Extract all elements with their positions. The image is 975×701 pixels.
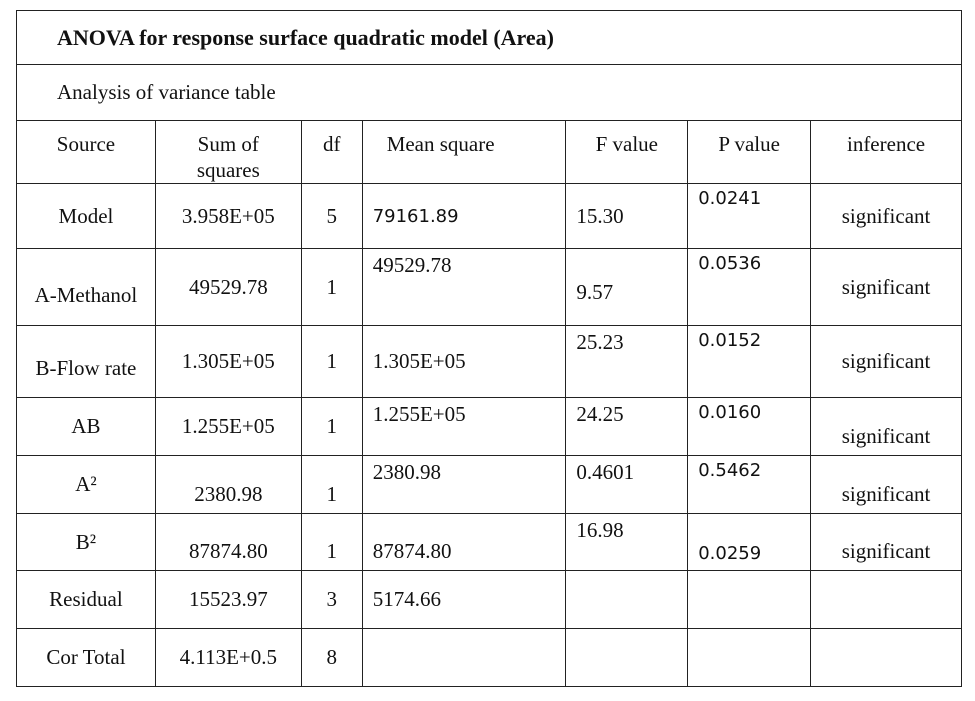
cell: 0.0241 — [687, 183, 812, 249]
table-title: ANOVA for response surface quadratic mod… — [16, 10, 962, 65]
cell: 2380.98 — [361, 455, 567, 514]
cell — [565, 570, 689, 629]
cell: 5174.66 — [361, 570, 567, 629]
column-header: df — [300, 120, 363, 184]
cell: A-Methanol — [16, 248, 156, 326]
cell: 0.0259 — [687, 513, 812, 571]
cell: 2380.98 — [154, 455, 302, 514]
cell: 3 — [300, 570, 363, 629]
cell: A² — [16, 455, 156, 514]
cell: 15.30 — [565, 183, 689, 249]
cell: 79161.89 — [361, 183, 567, 249]
cell — [361, 628, 567, 687]
table-subtitle: Analysis of variance table — [16, 64, 962, 121]
cell: B² — [16, 513, 156, 571]
cell: 0.0160 — [687, 397, 812, 456]
cell: 8 — [300, 628, 363, 687]
cell — [565, 628, 689, 687]
cell: Residual — [16, 570, 156, 629]
cell: AB — [16, 397, 156, 456]
cell: significant — [810, 513, 962, 571]
cell: 1 — [300, 513, 363, 571]
cell: 1.255E+05 — [361, 397, 567, 456]
cell — [687, 628, 812, 687]
cell — [810, 628, 962, 687]
cell: significant — [810, 183, 962, 249]
cell: significant — [810, 397, 962, 456]
cell: significant — [810, 248, 962, 326]
column-header: Source — [16, 120, 156, 184]
cell: 87874.80 — [154, 513, 302, 571]
anova-table: ANOVA for response surface quadratic mod… — [16, 10, 962, 687]
cell: 87874.80 — [361, 513, 567, 571]
cell: 1 — [300, 397, 363, 456]
cell — [810, 570, 962, 629]
cell: 0.5462 — [687, 455, 812, 514]
cell: 0.0152 — [687, 325, 812, 398]
cell: 24.25 — [565, 397, 689, 456]
cell: 3.958E+05 — [154, 183, 302, 249]
cell: B-Flow rate — [16, 325, 156, 398]
cell: 9.57 — [565, 248, 689, 326]
cell: 0.0536 — [687, 248, 812, 326]
cell: 15523.97 — [154, 570, 302, 629]
column-header: Sum of squares — [154, 120, 302, 184]
cell: 1.255E+05 — [154, 397, 302, 456]
cell: Cor Total — [16, 628, 156, 687]
column-header: inference — [810, 120, 962, 184]
cell: 25.23 — [565, 325, 689, 398]
cell: significant — [810, 455, 962, 514]
cell: 49529.78 — [154, 248, 302, 326]
cell: 1 — [300, 248, 363, 326]
cell: 1 — [300, 325, 363, 398]
cell: Model — [16, 183, 156, 249]
cell: 1 — [300, 455, 363, 514]
column-header: F value — [565, 120, 689, 184]
column-header: Mean square — [361, 120, 567, 184]
cell: 1.305E+05 — [361, 325, 567, 398]
cell: 0.4601 — [565, 455, 689, 514]
cell: 4.113E+0.5 — [154, 628, 302, 687]
cell: 49529.78 — [361, 248, 567, 326]
cell: 16.98 — [565, 513, 689, 571]
cell: significant — [810, 325, 962, 398]
cell: 5 — [300, 183, 363, 249]
column-header: P value — [687, 120, 812, 184]
cell: 1.305E+05 — [154, 325, 302, 398]
cell — [687, 570, 812, 629]
